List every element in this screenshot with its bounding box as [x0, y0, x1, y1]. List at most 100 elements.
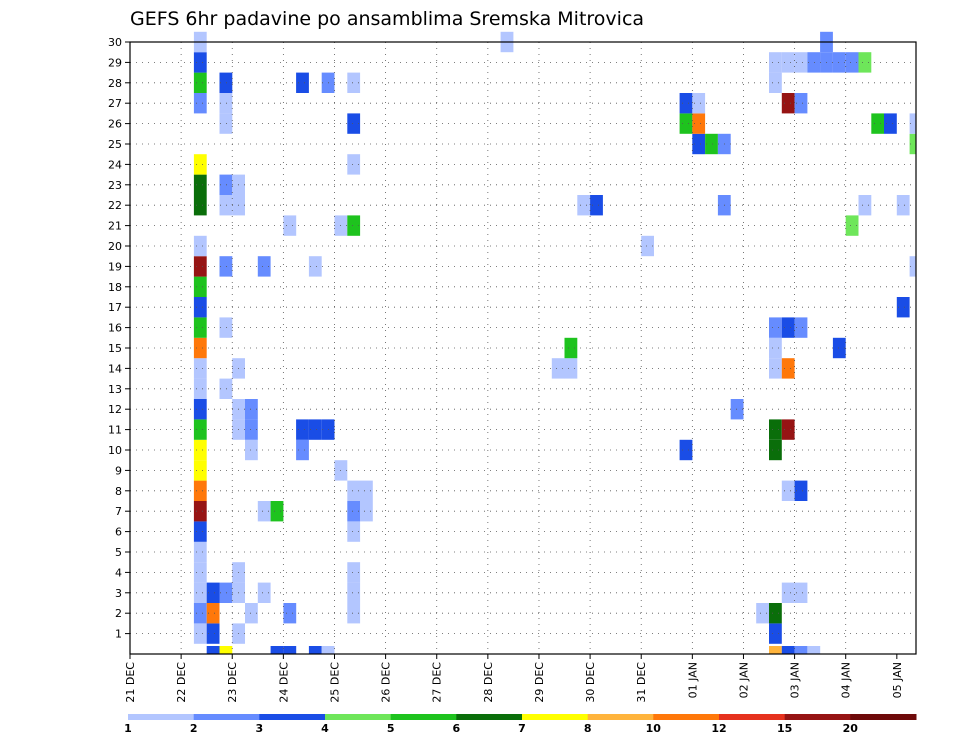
y-tick-label: 12: [108, 403, 122, 416]
y-axis-ticks: 3029282726252423222120191817161514131211…: [108, 36, 130, 641]
heatmap-cell: [794, 646, 808, 654]
legend-swatch: [719, 714, 786, 720]
heatmap-cell: [884, 113, 897, 134]
heatmap-cell: [283, 215, 297, 236]
y-tick-label: 21: [108, 220, 122, 233]
heatmap-cell: [193, 52, 207, 73]
heatmap-cell: [769, 623, 782, 644]
heatmap-cell: [845, 52, 859, 73]
y-tick-label: 18: [108, 281, 122, 294]
heatmap-cell: [206, 603, 220, 624]
chart-title: GEFS 6hr padavine po ansamblima Sremska …: [130, 8, 644, 30]
heatmap-cell: [781, 646, 795, 654]
heatmap-cell: [308, 419, 322, 440]
x-tick-label: 23 DEC: [226, 662, 239, 703]
legend-swatch: [128, 714, 195, 720]
heatmap-cell: [769, 337, 782, 359]
heatmap-cell: [193, 297, 207, 318]
legend-label: 6: [452, 722, 460, 735]
heatmap-cell: [347, 113, 361, 134]
heatmap-cell: [347, 215, 361, 236]
y-tick-label: 14: [108, 362, 122, 375]
x-tick-label: 04 JAN: [840, 662, 853, 698]
x-tick-label: 29 DEC: [533, 662, 546, 703]
legend-swatch: [259, 714, 326, 720]
x-tick-label: 25 DEC: [329, 662, 342, 703]
heatmap-cell: [270, 501, 284, 522]
heatmap-cells: [193, 31, 916, 654]
heatmap-cell: [193, 562, 207, 583]
heatmap-cell: [193, 256, 207, 277]
heatmap-cell: [206, 582, 220, 603]
heatmap-cell: [832, 52, 846, 73]
heatmap-cell: [769, 52, 782, 73]
legend-label: 5: [387, 722, 395, 735]
x-tick-label: 05 JAN: [891, 662, 904, 698]
heatmap-cell: [347, 562, 361, 583]
y-tick-label: 28: [108, 77, 122, 90]
heatmap-cell: [692, 93, 706, 114]
legend-label: 1: [124, 722, 132, 735]
heatmap-cell: [245, 419, 258, 440]
heatmap-cell: [730, 399, 744, 420]
heatmap-cell: [193, 317, 207, 338]
legend-label: 2: [190, 722, 198, 735]
heatmap-cell: [193, 623, 207, 644]
y-tick-label: 13: [108, 383, 122, 396]
x-tick-label: 21 DEC: [124, 662, 137, 703]
y-tick-label: 22: [108, 199, 122, 212]
heatmap-cell: [679, 113, 693, 134]
y-tick-label: 20: [108, 240, 122, 253]
y-tick-label: 4: [115, 566, 122, 579]
legend-swatch: [522, 714, 589, 720]
heatmap-cell: [193, 419, 207, 440]
heatmap-cell: [794, 582, 808, 603]
heatmap-cell: [193, 72, 207, 93]
y-tick-label: 27: [108, 97, 122, 110]
heatmap-cell: [692, 133, 706, 155]
heatmap-cell: [193, 93, 207, 114]
legend-label: 20: [843, 722, 859, 735]
heatmap-cell: [206, 623, 220, 644]
x-tick-label: 24 DEC: [277, 662, 290, 703]
heatmap-cell: [577, 195, 591, 216]
heatmap-cell: [871, 113, 885, 134]
heatmap-cell: [845, 215, 859, 236]
heatmap-cell: [283, 603, 297, 624]
heatmap-cell: [896, 297, 910, 318]
heatmap-cell: [193, 358, 207, 379]
y-tick-label: 26: [108, 118, 122, 131]
legend-swatch: [653, 714, 720, 720]
legend-swatch: [390, 714, 457, 720]
x-axis-ticks: 21 DEC 22 DEC 23 DEC 24 DEC 25 DEC 26 DEC 27 D…: [124, 654, 904, 703]
heatmap-cell: [347, 72, 361, 93]
heatmap-cell: [219, 72, 233, 93]
heatmap-cell: [794, 480, 808, 501]
x-tick-label: 31 DEC: [635, 662, 648, 703]
heatmap-cell: [219, 93, 233, 114]
grid-lines: [130, 42, 916, 654]
heatmap-cell: [219, 195, 233, 216]
heatmap-cell: [296, 419, 309, 440]
y-tick-label: 5: [115, 546, 122, 559]
heatmap-cell: [781, 93, 795, 114]
y-tick-label: 8: [115, 485, 122, 498]
heatmap-cell: [781, 480, 795, 501]
heatmap-cell: [193, 480, 207, 501]
legend-swatch: [587, 714, 654, 720]
y-tick-label: 3: [115, 587, 122, 600]
heatmap-cell: [219, 174, 233, 195]
heatmap-cell: [193, 276, 207, 297]
heatmap-cell: [193, 521, 207, 542]
x-tick-label: 27 DEC: [431, 662, 444, 703]
x-tick-label: 01 JAN: [686, 662, 699, 698]
heatmap-cell: [245, 439, 258, 461]
x-tick-label: 22 DEC: [175, 662, 188, 703]
heatmap-cell: [781, 582, 795, 603]
x-tick-label: 26 DEC: [380, 662, 393, 703]
heatmap-cell: [769, 439, 782, 461]
y-tick-label: 6: [115, 526, 122, 539]
heatmap-cell: [807, 52, 821, 73]
heatmap-cell: [832, 337, 846, 359]
y-tick-label: 15: [108, 342, 122, 355]
